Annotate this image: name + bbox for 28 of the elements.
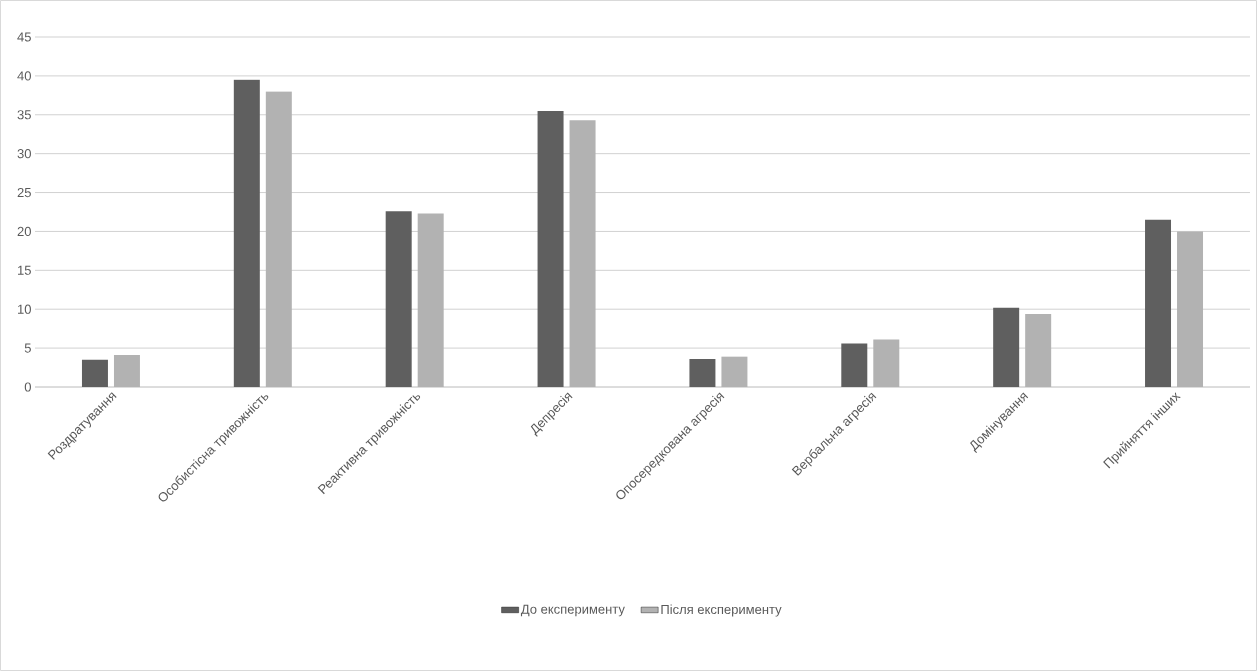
- bar: [1177, 231, 1204, 387]
- bar: [113, 355, 140, 387]
- bar: [537, 110, 564, 387]
- bar: [233, 79, 260, 387]
- y-tick-label: 25: [17, 187, 31, 198]
- y-tick-label: 30: [17, 149, 31, 159]
- bar: [721, 356, 748, 387]
- y-tick-label: 5: [24, 343, 31, 353]
- bar: [1025, 313, 1052, 387]
- bar: [265, 91, 292, 387]
- bar: [841, 343, 868, 387]
- bar: [385, 211, 412, 387]
- y-tick-label: 0: [24, 382, 31, 392]
- y-tick-label: 40: [17, 71, 31, 81]
- bar: [1145, 219, 1172, 387]
- bar: [417, 213, 444, 387]
- y-tick-label: 20: [17, 226, 31, 237]
- y-tick-label: 45: [17, 32, 31, 42]
- bar: [569, 120, 596, 387]
- y-tick-label: 15: [18, 265, 31, 275]
- y-tick-label: 10: [18, 304, 31, 314]
- legend-label: Після експерименту: [661, 604, 782, 617]
- bar: [81, 359, 108, 387]
- legend-label: До експерименту: [520, 604, 625, 617]
- bar: [689, 358, 716, 387]
- bar: [873, 339, 900, 387]
- y-tick-label: 35: [17, 110, 31, 120]
- bar: [993, 307, 1020, 387]
